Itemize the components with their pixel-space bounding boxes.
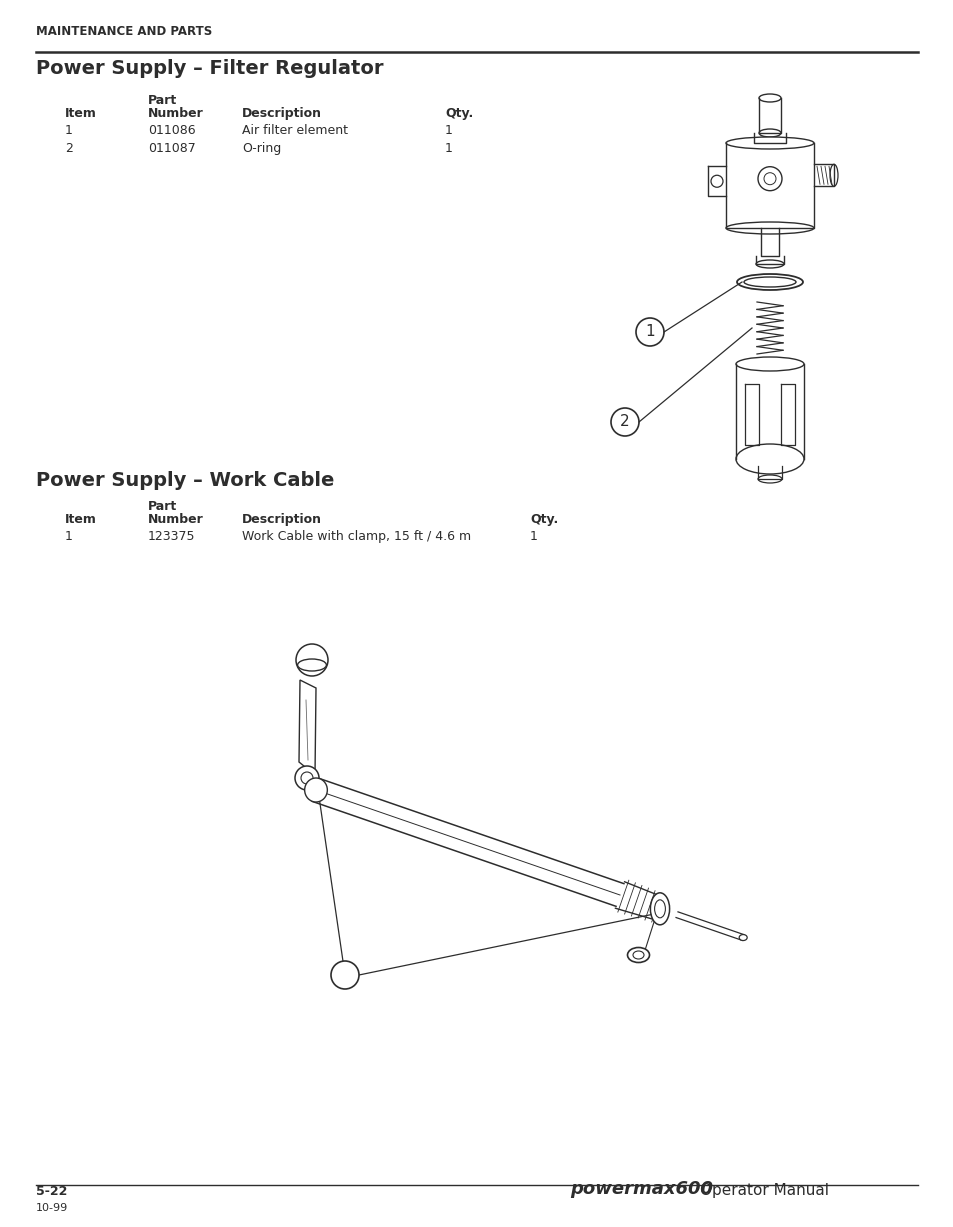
Circle shape <box>758 167 781 190</box>
Ellipse shape <box>304 778 327 802</box>
Circle shape <box>294 766 318 790</box>
Ellipse shape <box>759 129 781 137</box>
Text: O-ring: O-ring <box>242 142 281 155</box>
Text: powermax600: powermax600 <box>569 1180 712 1198</box>
Ellipse shape <box>758 475 781 483</box>
Circle shape <box>295 644 328 676</box>
Ellipse shape <box>297 659 326 671</box>
Text: 1: 1 <box>65 530 72 544</box>
Text: 2: 2 <box>619 415 629 429</box>
Text: Number: Number <box>148 513 204 526</box>
Text: Qty.: Qty. <box>530 513 558 526</box>
Text: 1: 1 <box>644 324 654 340</box>
Ellipse shape <box>755 260 783 267</box>
Polygon shape <box>676 912 743 940</box>
Circle shape <box>636 318 663 346</box>
Ellipse shape <box>759 94 781 102</box>
Text: Operator Manual: Operator Manual <box>700 1183 828 1198</box>
Circle shape <box>301 772 313 784</box>
Text: 2: 2 <box>65 142 72 155</box>
Ellipse shape <box>735 357 803 371</box>
Text: Description: Description <box>242 513 322 526</box>
Circle shape <box>610 409 639 436</box>
Text: Number: Number <box>148 107 204 120</box>
Polygon shape <box>312 779 623 907</box>
Circle shape <box>710 175 722 188</box>
Text: Work Cable with clamp, 15 ft / 4.6 m: Work Cable with clamp, 15 ft / 4.6 m <box>242 530 471 544</box>
Text: 5-22: 5-22 <box>36 1185 68 1198</box>
Text: 10-99: 10-99 <box>36 1202 69 1214</box>
Text: 1: 1 <box>444 124 453 137</box>
Text: Description: Description <box>242 107 322 120</box>
Ellipse shape <box>737 274 802 290</box>
Ellipse shape <box>829 164 837 187</box>
Ellipse shape <box>654 899 664 918</box>
Text: Part: Part <box>148 499 177 513</box>
Ellipse shape <box>725 137 813 148</box>
Text: Part: Part <box>148 94 177 107</box>
Text: Power Supply – Work Cable: Power Supply – Work Cable <box>36 471 334 490</box>
Text: 1: 1 <box>340 968 350 983</box>
Polygon shape <box>615 882 663 920</box>
Circle shape <box>331 961 358 989</box>
Text: 011087: 011087 <box>148 142 195 155</box>
Text: 1: 1 <box>65 124 72 137</box>
Ellipse shape <box>735 444 803 474</box>
Ellipse shape <box>743 277 795 287</box>
Ellipse shape <box>753 137 785 148</box>
Text: 1: 1 <box>444 142 453 155</box>
Text: Qty.: Qty. <box>444 107 473 120</box>
Text: 1: 1 <box>530 530 537 544</box>
Text: Power Supply – Filter Regulator: Power Supply – Filter Regulator <box>36 59 383 79</box>
Ellipse shape <box>627 947 649 962</box>
Polygon shape <box>298 680 315 775</box>
Ellipse shape <box>650 893 669 925</box>
Text: Air filter element: Air filter element <box>242 124 348 137</box>
Ellipse shape <box>633 951 643 960</box>
Circle shape <box>763 173 775 185</box>
Text: Item: Item <box>65 107 97 120</box>
Ellipse shape <box>739 935 746 941</box>
Text: 011086: 011086 <box>148 124 195 137</box>
Ellipse shape <box>725 222 813 234</box>
Text: MAINTENANCE AND PARTS: MAINTENANCE AND PARTS <box>36 25 212 38</box>
Text: Item: Item <box>65 513 97 526</box>
Text: 123375: 123375 <box>148 530 195 544</box>
